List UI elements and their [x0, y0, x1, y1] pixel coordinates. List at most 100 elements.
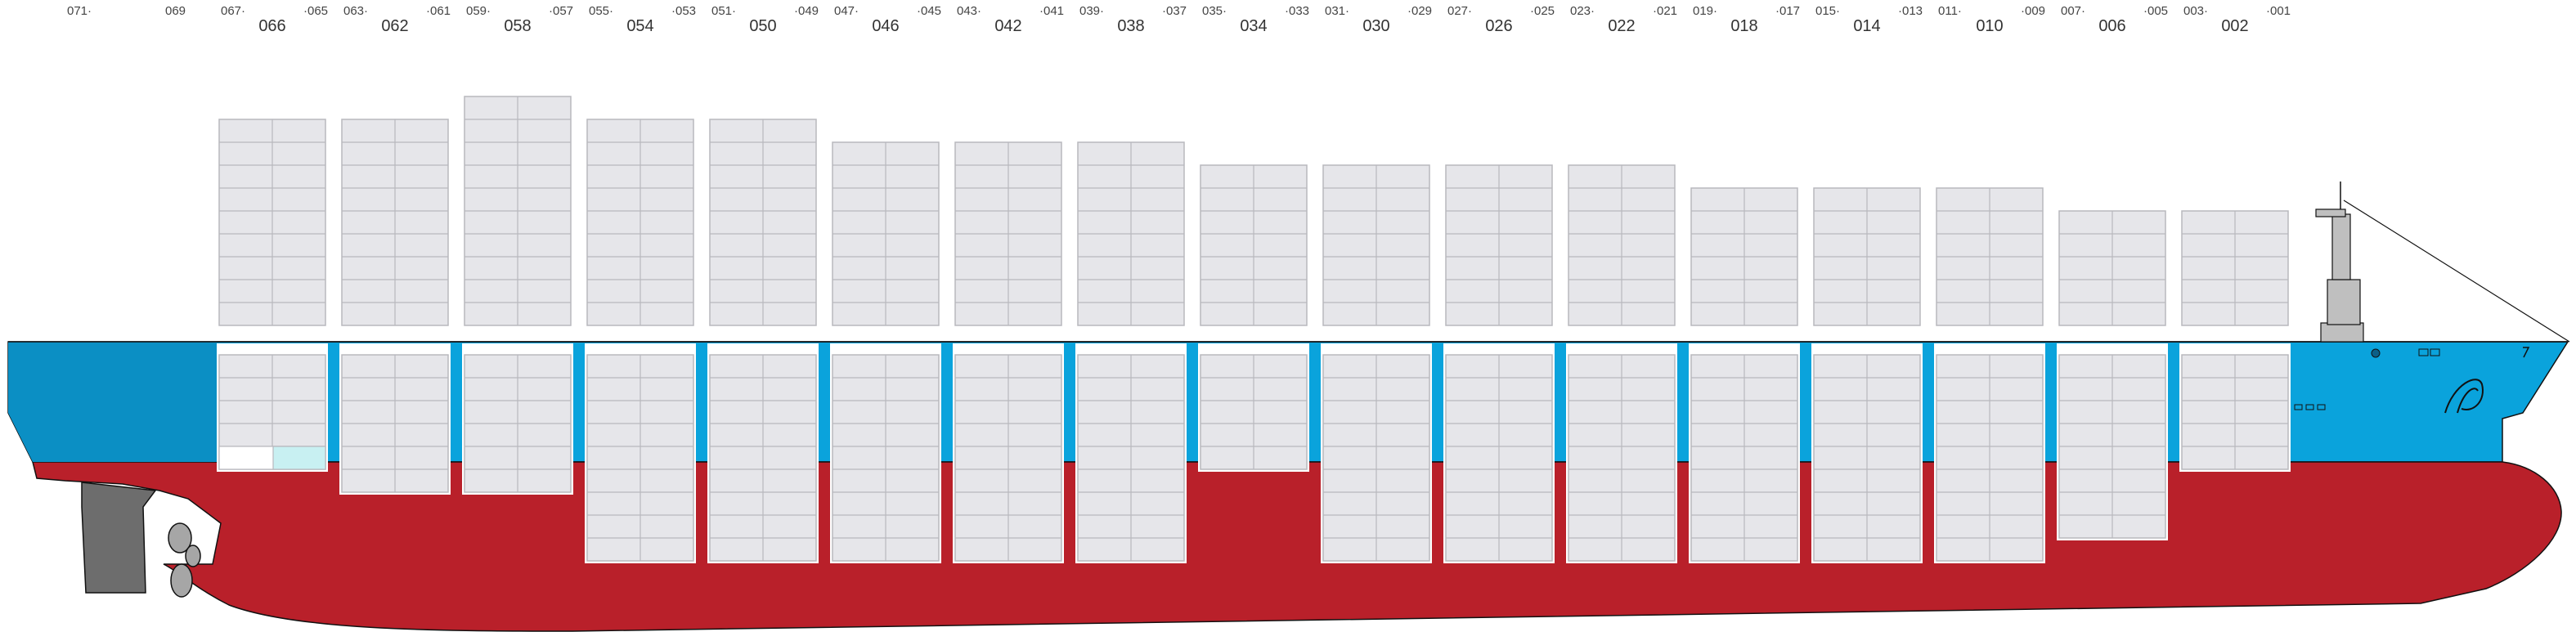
bay-label-fwd: 027· [1447, 4, 1472, 18]
bay-label-fwd: 007· [2061, 4, 2085, 18]
deck-stack [1445, 164, 1553, 326]
bay-label-aft: ·033 [1285, 4, 1309, 18]
bay-label-fwd: 003· [2183, 4, 2208, 18]
deck-stack [954, 141, 1062, 326]
bay-label-main: 022 [1608, 17, 1635, 35]
bay-label-fwd: 059· [466, 4, 491, 18]
deck-stack [1690, 187, 1798, 326]
fore-stay [2343, 199, 2570, 343]
hold-stack [1445, 354, 1553, 562]
bay-label-aft: ·005 [2143, 4, 2168, 18]
bay-label-aft: ·065 [303, 4, 328, 18]
bay-062 [339, 119, 451, 495]
bay-058 [462, 96, 573, 495]
deck-stack [1322, 164, 1430, 326]
deck-stack [1568, 164, 1676, 326]
container-bays [217, 96, 2291, 563]
bay-label-fwd: 051· [711, 4, 736, 18]
bay-labels: 067· ·065 066 063· ·061 062 059· ·057 058 055· ·05… [67, 4, 2291, 35]
bay-label-main: 034 [1240, 17, 1267, 35]
bay-label-fwd: 019· [1693, 4, 1717, 18]
bay-label-aft: ·025 [1530, 4, 1555, 18]
bay-010 [1934, 187, 2045, 563]
bay-label-fwd: 039· [1079, 4, 1104, 18]
bay-label-main: 030 [1362, 17, 1389, 35]
bay-066 [217, 119, 328, 472]
bay-018 [1689, 187, 1800, 563]
deck-stack [2181, 210, 2289, 326]
bay-022 [1566, 164, 1677, 563]
anchor-icon [2523, 347, 2530, 358]
deck-stack [1077, 141, 1185, 326]
rudder [81, 482, 157, 594]
bay-label-main: 006 [2098, 17, 2125, 35]
hold-stack [2058, 354, 2166, 539]
bay-label-aft: ·037 [1162, 4, 1187, 18]
bay-054 [585, 119, 696, 563]
bay-label-main: 026 [1485, 17, 1512, 35]
hold-stack [954, 354, 1062, 562]
bay-label-main: 066 [258, 17, 285, 35]
bay-label-aft: ·017 [1775, 4, 1800, 18]
bay-label-fwd: 011· [1938, 4, 1962, 18]
bay-label-aft: ·041 [1039, 4, 1064, 18]
deck-stack [709, 119, 817, 326]
highlighted-slot [272, 446, 326, 470]
hold-stack [2181, 354, 2289, 470]
bay-label-071: 071· [67, 4, 92, 18]
bay-label-fwd: 023· [1570, 4, 1595, 18]
hold-stack [709, 354, 817, 562]
bay-030 [1321, 164, 1432, 563]
bay-label-fwd: 043· [957, 4, 981, 18]
hold-stack [1322, 354, 1430, 562]
bay-label-fwd: 015· [1815, 4, 1840, 18]
bay-046 [830, 141, 941, 563]
hold-stack [1077, 354, 1185, 562]
bay-label-main: 062 [381, 17, 408, 35]
bay-label-main: 050 [749, 17, 776, 35]
deck-stack [464, 96, 572, 326]
bay-006 [2057, 210, 2168, 540]
bay-042 [953, 141, 1064, 563]
deck-stack [341, 119, 449, 326]
bay-label-fwd: 047· [834, 4, 859, 18]
company-logo-icon [2444, 379, 2484, 414]
bay-014 [1811, 187, 1923, 563]
bay-label-aft: ·021 [1653, 4, 1677, 18]
bay-label-fwd: 063· [343, 4, 368, 18]
bay-label-aft: ·001 [2266, 4, 2291, 18]
deck-stack [586, 119, 694, 326]
hold-stack [1200, 354, 1308, 470]
bay-label-main: 058 [504, 17, 531, 35]
bay-label-aft: ·061 [426, 4, 451, 18]
bay-038 [1075, 141, 1187, 563]
bay-label-fwd: 067· [221, 4, 245, 18]
bay-002 [2179, 210, 2291, 472]
hold-stack [218, 354, 326, 470]
deck-stack [1936, 187, 2044, 326]
bay-label-aft: ·057 [549, 4, 573, 18]
bay-050 [707, 119, 819, 563]
propeller [168, 522, 201, 598]
hold-stack [1568, 354, 1676, 562]
bay-label-fwd: 035· [1202, 4, 1227, 18]
bay-label-069: 069 [165, 4, 186, 18]
stern-section [8, 342, 217, 462]
bay-label-main: 014 [1853, 17, 1880, 35]
deck-stack [1200, 164, 1308, 326]
hold-stack [464, 354, 572, 493]
bay-label-aft: ·013 [1898, 4, 1923, 18]
bow-markings [2294, 347, 2530, 414]
bay-label-aft: ·029 [1407, 4, 1432, 18]
hold-stack [1936, 354, 2044, 562]
bay-label-main: 046 [872, 17, 899, 35]
deck-stack [218, 119, 326, 326]
bay-label-main: 038 [1117, 17, 1144, 35]
bay-026 [1443, 164, 1555, 563]
bay-label-main: 042 [994, 17, 1021, 35]
bay-label-main: 054 [626, 17, 653, 35]
bay-label-aft: ·009 [2021, 4, 2045, 18]
bay-034 [1198, 164, 1309, 472]
deck-stack [2058, 210, 2166, 326]
